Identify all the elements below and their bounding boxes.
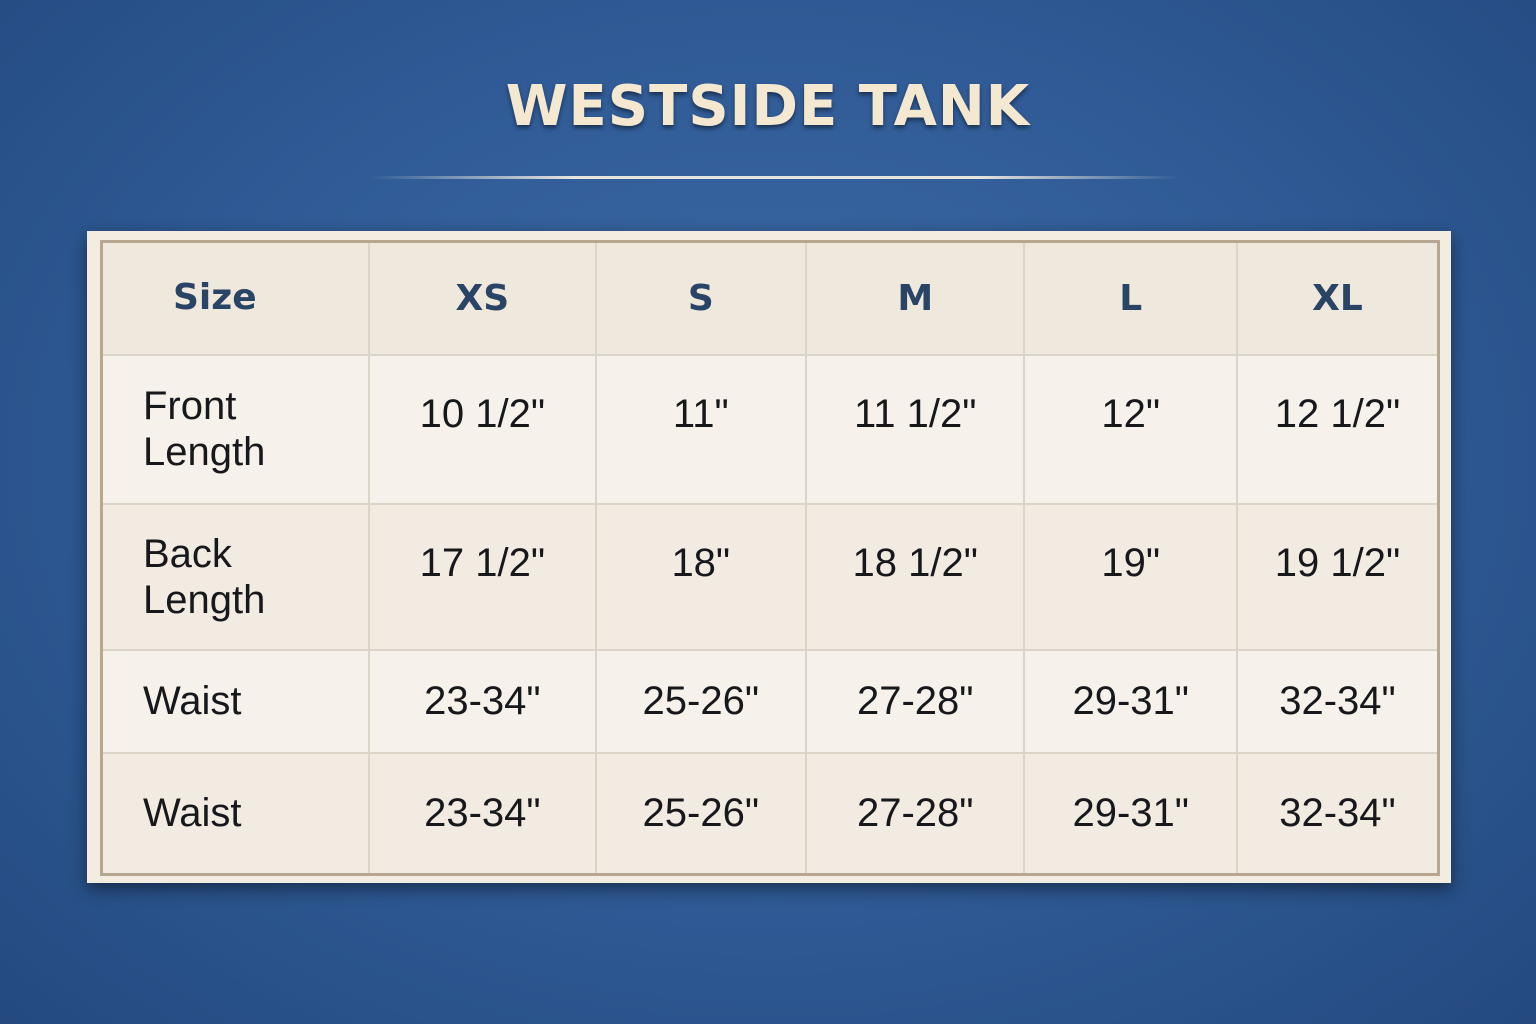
table-cell: 12" bbox=[1023, 353, 1238, 505]
size-chart-table: Size XS S M L XL Front Length 10 1/2" 11"… bbox=[100, 240, 1440, 876]
table-cell: 19" bbox=[1023, 502, 1238, 651]
header-cell: M bbox=[805, 240, 1026, 356]
table-cell: 23-34" bbox=[368, 751, 597, 876]
table-cell: 11" bbox=[594, 353, 808, 505]
row-label-line: Length bbox=[143, 430, 266, 474]
header-row: Size XS S M L XL bbox=[100, 240, 1440, 356]
table-cell: 11 1/2" bbox=[805, 353, 1026, 505]
table-cell: 18" bbox=[594, 502, 808, 651]
size-chart-card: Size XS S M L XL Front Length 10 1/2" 11"… bbox=[87, 231, 1451, 883]
header-cell: XS bbox=[368, 240, 597, 356]
page-title: WESTSIDE TANK bbox=[505, 74, 1031, 139]
title-divider bbox=[370, 176, 1180, 179]
row-label: Back Length bbox=[100, 502, 371, 651]
table-cell: 27-28" bbox=[805, 751, 1026, 876]
header-cell: S bbox=[594, 240, 808, 356]
row-label-line: Back bbox=[143, 531, 232, 576]
table-cell: 18 1/2" bbox=[805, 502, 1026, 651]
table-row: Front Length 10 1/2" 11" 11 1/2" 12" 12 1… bbox=[100, 353, 1440, 505]
table-cell: 25-26" bbox=[594, 751, 808, 876]
row-label-line: Length bbox=[143, 577, 266, 622]
row-label-line: Front bbox=[143, 384, 237, 428]
table-cell: 29-31" bbox=[1023, 648, 1238, 754]
table-cell: 10 1/2" bbox=[368, 353, 597, 505]
row-label: Waist bbox=[100, 751, 371, 876]
table-cell: 19 1/2" bbox=[1235, 502, 1440, 651]
table-cell: 12 1/2" bbox=[1235, 353, 1440, 505]
row-label: Waist bbox=[100, 648, 371, 754]
table-row: Waist 23-34" 25-26" 27-28" 29-31" 32-34" bbox=[100, 648, 1440, 754]
table-row: Waist 23-34" 25-26" 27-28" 29-31" 32-34" bbox=[100, 751, 1440, 876]
table-cell: 29-31" bbox=[1023, 751, 1238, 876]
header-cell: XL bbox=[1235, 240, 1440, 356]
table-cell: 25-26" bbox=[594, 648, 808, 754]
table-cell: 27-28" bbox=[805, 648, 1026, 754]
table-cell: 32-34" bbox=[1235, 751, 1440, 876]
table-cell: 23-34" bbox=[368, 648, 597, 754]
row-label: Front Length bbox=[100, 353, 371, 505]
header-cell: L bbox=[1023, 240, 1238, 356]
table-cell: 17 1/2" bbox=[368, 502, 597, 651]
header-cell: Size bbox=[100, 240, 371, 356]
table-cell: 32-34" bbox=[1235, 648, 1440, 754]
table-row: Back Length 17 1/2" 18" 18 1/2" 19" 19 1/… bbox=[100, 502, 1440, 651]
